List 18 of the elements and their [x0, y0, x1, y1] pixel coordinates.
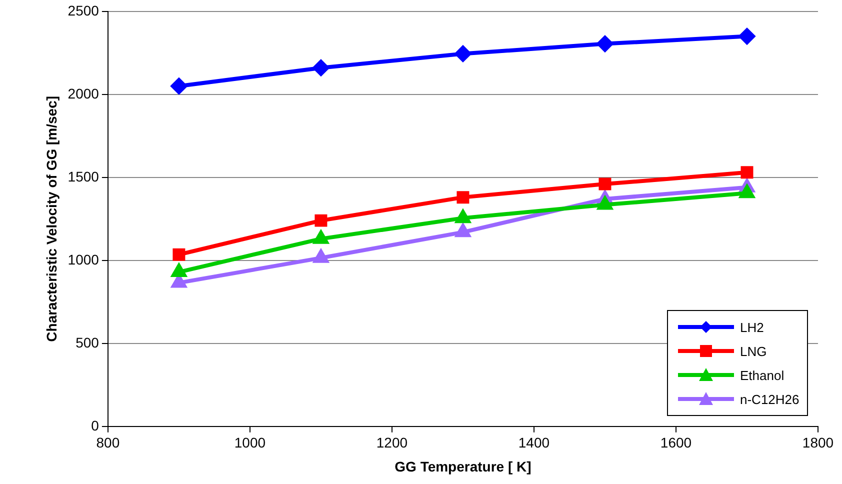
y-tick-label: 500	[76, 334, 100, 350]
x-axis-title: GG Temperature [ K]	[394, 458, 532, 474]
legend-label: LNG	[740, 344, 767, 359]
x-tick-label: 1800	[802, 434, 834, 451]
legend-label: LH2	[740, 320, 764, 335]
y-tick-label: 1500	[68, 168, 100, 184]
x-tick-label: 1200	[376, 434, 408, 451]
x-tick-label: 1600	[660, 434, 692, 451]
y-tick-label: 1000	[68, 251, 100, 268]
legend-label: Ethanol	[740, 368, 784, 383]
x-tick-label: 1000	[234, 434, 266, 451]
y-tick-label: 2500	[68, 2, 100, 18]
y-tick-label: 0	[91, 417, 100, 434]
y-axis-title: Characteristic Velocity of GG [m/sec]	[43, 96, 60, 342]
y-tick-label: 2000	[68, 85, 100, 102]
legend-label: n-C12H26	[740, 392, 800, 407]
x-tick-label: 1400	[518, 434, 550, 451]
x-tick-label: 800	[96, 434, 120, 451]
